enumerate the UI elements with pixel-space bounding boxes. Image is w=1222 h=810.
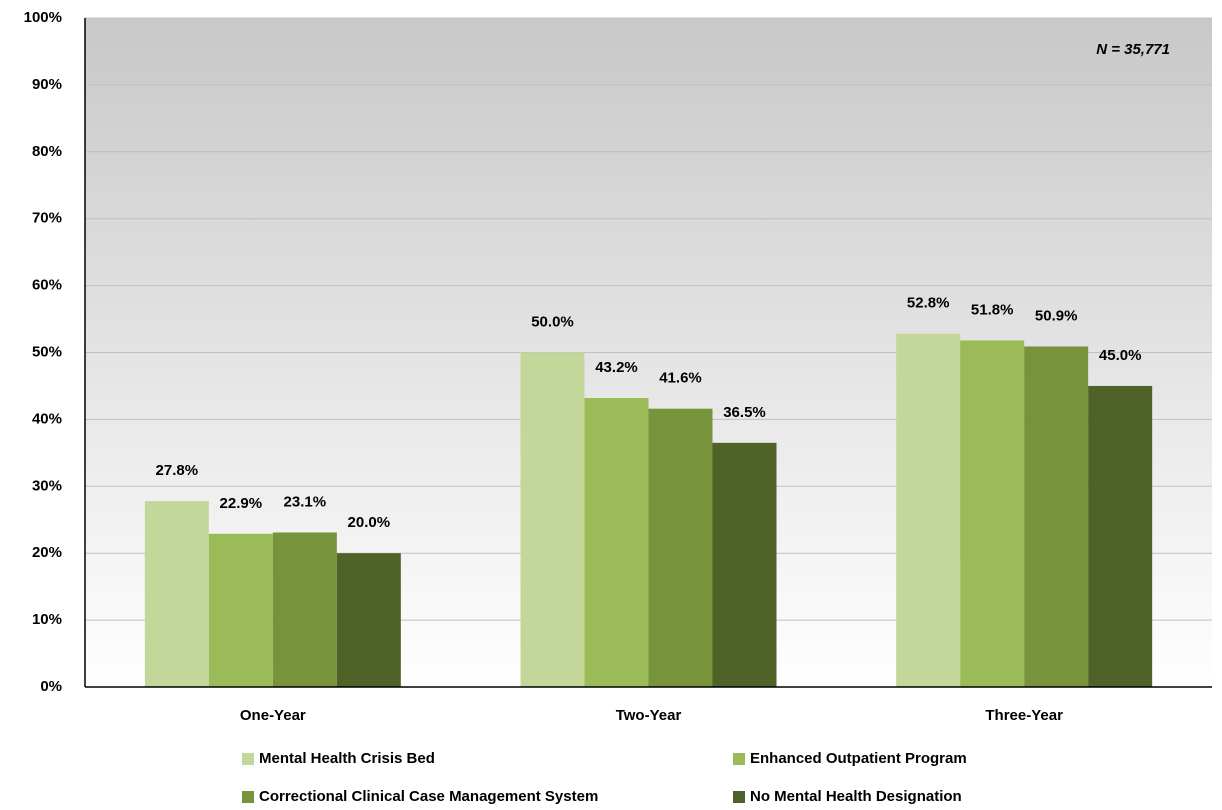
data-label: 27.8% xyxy=(156,462,199,479)
bar xyxy=(272,532,337,687)
bar xyxy=(648,408,713,687)
data-label: 36.5% xyxy=(723,404,766,421)
bar xyxy=(520,352,585,687)
data-label: 20.0% xyxy=(348,514,391,531)
y-tick-label: 50% xyxy=(32,343,62,360)
legend-swatch xyxy=(242,753,254,765)
legend-label: Enhanced Outpatient Program xyxy=(750,750,967,767)
y-tick-label: 60% xyxy=(32,277,62,294)
bar xyxy=(584,397,649,687)
y-tick-label: 0% xyxy=(40,678,62,695)
y-tick-label: 30% xyxy=(32,477,62,494)
data-label: 22.9% xyxy=(220,495,263,512)
data-label: 45.0% xyxy=(1099,347,1142,364)
legend-swatch xyxy=(733,791,745,803)
legend-swatch xyxy=(733,753,745,765)
y-tick-label: 100% xyxy=(24,9,62,26)
legend-label: Mental Health Crisis Bed xyxy=(259,750,435,767)
data-label: 50.0% xyxy=(531,313,574,330)
legend-label: No Mental Health Designation xyxy=(750,788,962,805)
data-label: 41.6% xyxy=(659,370,702,387)
bar xyxy=(712,442,777,687)
legend-swatch xyxy=(242,791,254,803)
data-label: 23.1% xyxy=(284,493,327,510)
y-tick-label: 20% xyxy=(32,544,62,561)
bar xyxy=(144,501,209,687)
bar xyxy=(1024,346,1089,687)
annotation: N = 35,771 xyxy=(1096,41,1170,58)
legend-label: Correctional Clinical Case Management Sy… xyxy=(259,788,598,805)
y-tick-label: 80% xyxy=(32,143,62,160)
data-label: 43.2% xyxy=(595,359,638,376)
y-tick-label: 40% xyxy=(32,410,62,427)
bar xyxy=(1088,385,1153,687)
bar xyxy=(336,553,401,687)
x-tick-label: Three-Year xyxy=(985,707,1063,724)
bar xyxy=(960,340,1025,687)
x-tick-label: One-Year xyxy=(240,707,306,724)
y-tick-label: 90% xyxy=(32,76,62,93)
data-label: 52.8% xyxy=(907,295,950,312)
x-tick-label: Two-Year xyxy=(616,707,682,724)
bar xyxy=(896,333,961,687)
data-label: 50.9% xyxy=(1035,307,1078,324)
y-tick-label: 10% xyxy=(32,611,62,628)
bar xyxy=(208,533,273,687)
y-tick-label: 70% xyxy=(32,210,62,227)
data-label: 51.8% xyxy=(971,301,1014,318)
